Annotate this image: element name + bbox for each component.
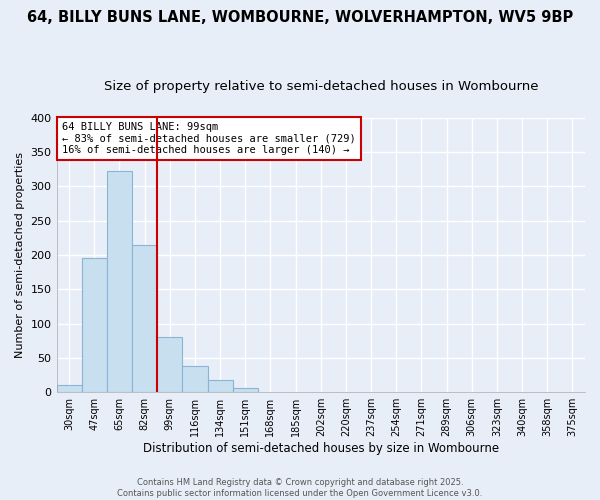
Bar	[233, 388, 258, 392]
Bar	[132, 246, 157, 392]
Bar	[56, 386, 82, 392]
Text: 64, BILLY BUNS LANE, WOMBOURNE, WOLVERHAMPTON, WV5 9BP: 64, BILLY BUNS LANE, WOMBOURNE, WOLVERHA…	[27, 10, 573, 25]
Bar	[157, 338, 182, 392]
Text: Contains HM Land Registry data © Crown copyright and database right 2025.
Contai: Contains HM Land Registry data © Crown c…	[118, 478, 482, 498]
Bar	[208, 380, 233, 392]
Bar	[82, 258, 107, 392]
Bar	[107, 172, 132, 392]
X-axis label: Distribution of semi-detached houses by size in Wombourne: Distribution of semi-detached houses by …	[143, 442, 499, 455]
Text: 64 BILLY BUNS LANE: 99sqm
← 83% of semi-detached houses are smaller (729)
16% of: 64 BILLY BUNS LANE: 99sqm ← 83% of semi-…	[62, 122, 356, 155]
Bar	[182, 366, 208, 392]
Title: Size of property relative to semi-detached houses in Wombourne: Size of property relative to semi-detach…	[104, 80, 538, 93]
Y-axis label: Number of semi-detached properties: Number of semi-detached properties	[15, 152, 25, 358]
